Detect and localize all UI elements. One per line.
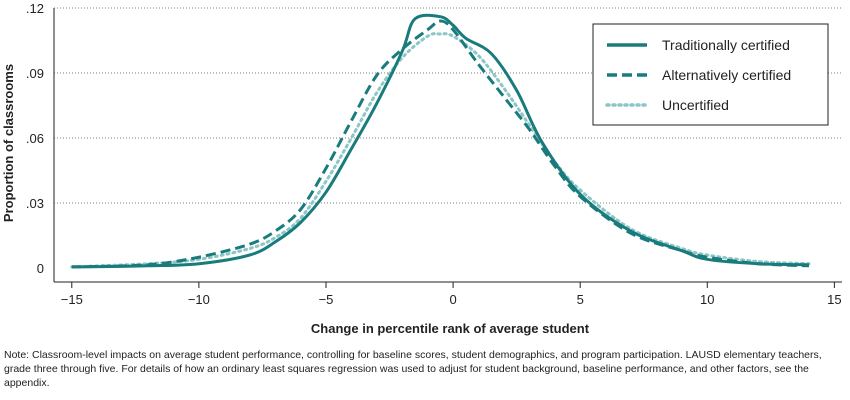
y-tick-label: .12 (26, 1, 44, 16)
density-chart: 0 .03 .06 .09 .12 −15 −10 −5 0 5 10 15 Change in p… (1, 1, 842, 336)
grid-lines (54, 7, 842, 204)
legend-label: Uncertified (662, 97, 729, 113)
legend-label: Alternatively certified (662, 67, 791, 83)
footnote: Note: Classroom-level impacts on average… (4, 349, 822, 389)
x-tick-label: −10 (188, 292, 210, 307)
series-line-uncertified (70, 32, 811, 269)
x-axis-ticks: −15 −10 −5 0 5 10 15 (61, 282, 842, 307)
x-tick-label: 5 (577, 292, 584, 307)
series-line-traditionally-certified (71, 13, 810, 269)
x-tick-label: −15 (61, 292, 83, 307)
legend-label: Traditionally certified (662, 37, 790, 53)
x-tick-label: −5 (319, 292, 334, 307)
y-tick-label: .06 (26, 131, 44, 146)
x-axis-title: Change in percentile rank of average stu… (311, 321, 590, 336)
axes (53, 8, 842, 283)
y-tick-label: 0 (37, 261, 44, 276)
series-line-alternatively-certified (71, 19, 810, 269)
series-lines (70, 13, 811, 269)
x-tick-label: 15 (827, 292, 841, 307)
y-tick-label: .03 (26, 196, 44, 211)
y-axis-ticks: 0 .03 .06 .09 .12 (26, 1, 44, 276)
y-tick-label: .09 (26, 66, 44, 81)
x-tick-label: 10 (700, 292, 714, 307)
legend-box (592, 23, 829, 126)
legend: Traditionally certified Alternatively cer… (592, 23, 829, 126)
y-axis-title: Proportion of classrooms (1, 64, 16, 222)
x-tick-label: 0 (449, 292, 456, 307)
